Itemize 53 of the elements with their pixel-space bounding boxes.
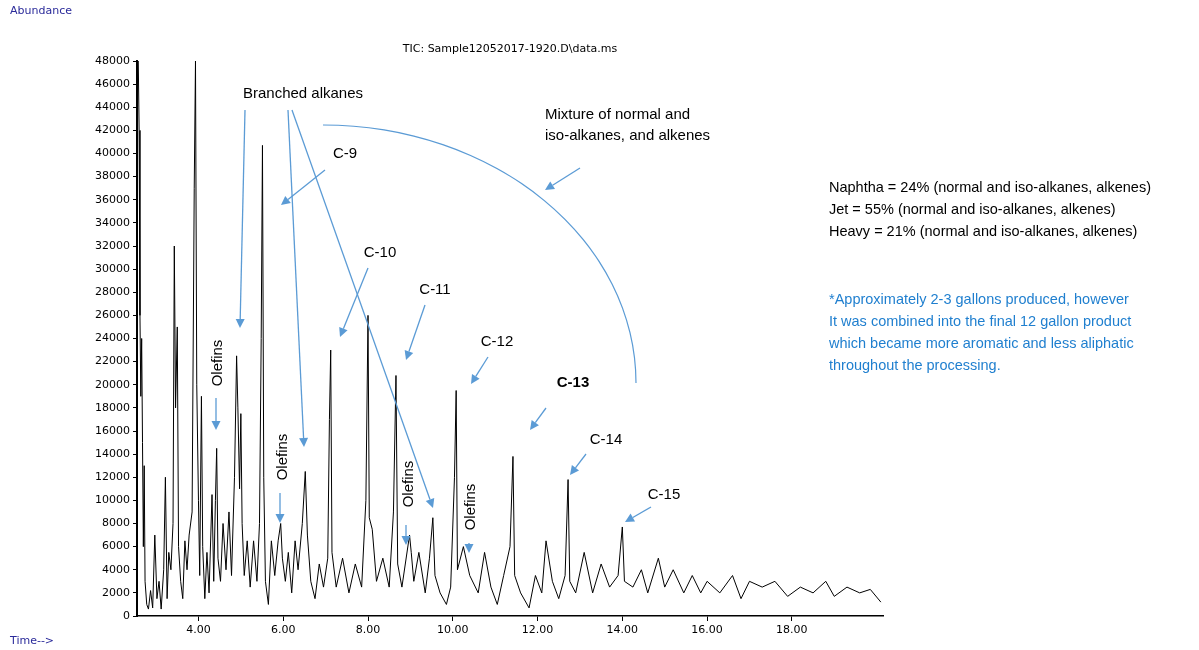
x-tick-label: 8.00 bbox=[355, 623, 381, 637]
y-tick-label: 46000 bbox=[95, 76, 130, 90]
y-tick-label: 22000 bbox=[95, 354, 130, 368]
annotation: C-15 bbox=[647, 483, 681, 504]
y-tick-label: 18000 bbox=[95, 400, 130, 414]
annotation: C-10 bbox=[363, 241, 397, 262]
y-tick-label: 40000 bbox=[95, 146, 130, 160]
y-tick-label: 36000 bbox=[95, 192, 130, 206]
annotation: Olefins bbox=[397, 460, 417, 508]
x-tick-label: 14.00 bbox=[606, 623, 639, 637]
x-axis-title: Time--> bbox=[10, 634, 55, 647]
x-tick-label: 16.00 bbox=[691, 623, 723, 637]
y-tick-label: 0 bbox=[123, 608, 130, 622]
y-tick-label: 2000 bbox=[102, 585, 130, 599]
annotation: *Approximately 2-3 gallons produced, however It was combined into the final 12 gallon product which became more aromatic and less aliphatic throughout the processing. bbox=[829, 290, 1134, 375]
x-tick-label: 4.00 bbox=[186, 623, 211, 637]
y-axis-title: Abundance bbox=[10, 4, 72, 17]
y-tick-label: 44000 bbox=[95, 100, 130, 114]
x-tick-label: 10.00 bbox=[437, 623, 469, 637]
y-tick-label: 4000 bbox=[102, 562, 130, 576]
annotation: C-9 bbox=[332, 142, 358, 163]
annotation: Olefins bbox=[271, 433, 291, 481]
y-tick-label: 6000 bbox=[102, 539, 130, 553]
y-tick-label: 32000 bbox=[95, 238, 130, 252]
annotation: Olefins bbox=[459, 483, 479, 531]
y-tick-label: 38000 bbox=[95, 169, 130, 183]
annotation: Mixture of normal and iso-alkanes, and alkenes bbox=[545, 104, 711, 145]
y-tick-label: 48000 bbox=[95, 53, 130, 67]
y-tick-label: 24000 bbox=[95, 331, 130, 345]
y-tick-label: 34000 bbox=[95, 215, 130, 229]
y-tick-label: 20000 bbox=[95, 377, 130, 391]
annotation: Olefins bbox=[206, 339, 226, 387]
y-tick-label: 12000 bbox=[95, 470, 130, 484]
x-tick-label: 6.00 bbox=[270, 623, 296, 637]
y-tick-label: 8000 bbox=[102, 516, 130, 530]
annotation: Branched alkanes bbox=[242, 82, 364, 103]
y-tick-label: 42000 bbox=[95, 123, 130, 137]
annotation: C-14 bbox=[589, 428, 623, 449]
y-tick-label: 16000 bbox=[95, 423, 130, 437]
y-tick-label: 14000 bbox=[95, 446, 130, 460]
y-tick-label: 26000 bbox=[95, 308, 130, 322]
y-tick-label: 28000 bbox=[95, 285, 130, 299]
annotation: C-11 bbox=[419, 278, 451, 299]
y-tick-label: 30000 bbox=[95, 261, 130, 275]
annotation: C-13 bbox=[556, 371, 590, 392]
annotation: C-12 bbox=[480, 330, 514, 351]
annotation: Naphtha = 24% (normal and iso-alkanes, alkenes) bbox=[829, 178, 1152, 197]
y-tick-label: 10000 bbox=[95, 493, 130, 507]
chart-title: TIC: Sample12052017-1920.D\data.ms bbox=[402, 42, 618, 55]
annotation: Jet = 55% (normal and iso-alkanes, alkenes) bbox=[829, 200, 1116, 219]
x-tick-label: 18.00 bbox=[776, 623, 808, 637]
annotation: Heavy = 21% (normal and iso-alkanes, alkenes) bbox=[829, 222, 1138, 241]
x-tick-label: 12.00 bbox=[521, 623, 554, 637]
